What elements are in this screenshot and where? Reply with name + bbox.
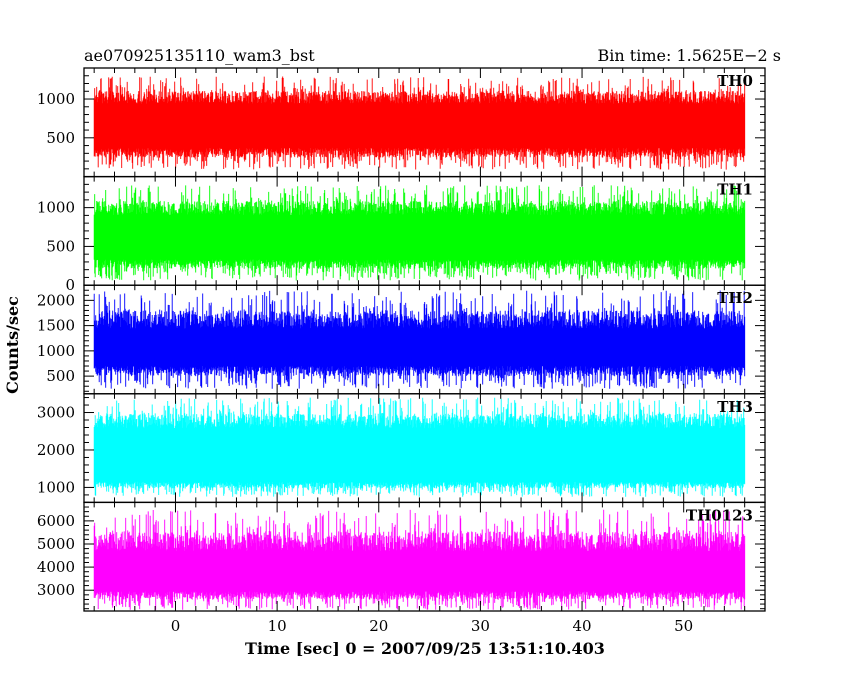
panel-th1: 0 500 1000 TH1 [37,175,766,294]
y-tick-label: 6000 [37,512,75,530]
x-tick-label: 30 [471,617,490,635]
y-tick-label: 1000 [37,342,75,360]
x-tick-label: 40 [572,617,591,635]
x-tick-label: 0 [171,617,181,635]
y-tick-label: 500 [46,367,75,385]
data-trace-th2 [93,290,746,389]
data-trace-th0123 [93,509,746,610]
panel-label-th0: TH0 [717,72,753,90]
y-tick-label: 500 [46,237,75,255]
data-trace-th1 [93,185,746,281]
x-tick-label: 50 [674,617,693,635]
panel-th0123: 3000 4000 5000 6000 TH0123 0 10 20 30 40 50 [37,501,766,635]
y-tick-label: 4000 [37,558,75,576]
data-trace-th0 [93,76,746,170]
y-tick-label: 2000 [37,441,75,459]
y-tick-label: 1500 [37,317,75,335]
y-tick-label: 0 [65,276,75,294]
panel-label-th2: TH2 [717,289,753,307]
panel-th2: 500 1000 1500 2000 TH2 [37,284,766,395]
y-tick-label: 3000 [37,404,75,422]
panel-frame [83,501,766,612]
panel-th3: 1000 2000 3000 TH3 [37,393,766,504]
y-tick-label: 1000 [37,478,75,496]
x-tick-label: 20 [369,617,388,635]
bin-time-label: Bin time: 1.5625E−2 s [598,46,781,65]
panel-label-th1: TH1 [717,181,753,199]
panel-th0: 500 1000 TH0 [37,67,766,178]
panel-label-th0123: TH0123 [686,506,753,524]
y-tick-label: 3000 [37,581,75,599]
data-trace-th3 [93,397,746,497]
y-axis-label: Counts/sec [3,296,22,394]
y-tick-label: 5000 [37,535,75,553]
x-tick-label: 10 [268,617,287,635]
y-tick-label: 500 [46,129,75,147]
y-tick-label: 1000 [37,90,75,108]
panel-label-th3: TH3 [717,398,753,416]
chart-title: ae070925135110_wam3_bst [84,46,315,65]
y-tick-label: 1000 [37,199,75,217]
x-axis-label: Time [sec] 0 = 2007/09/25 13:51:10.403 [245,639,605,658]
y-tick-label: 2000 [37,291,75,309]
